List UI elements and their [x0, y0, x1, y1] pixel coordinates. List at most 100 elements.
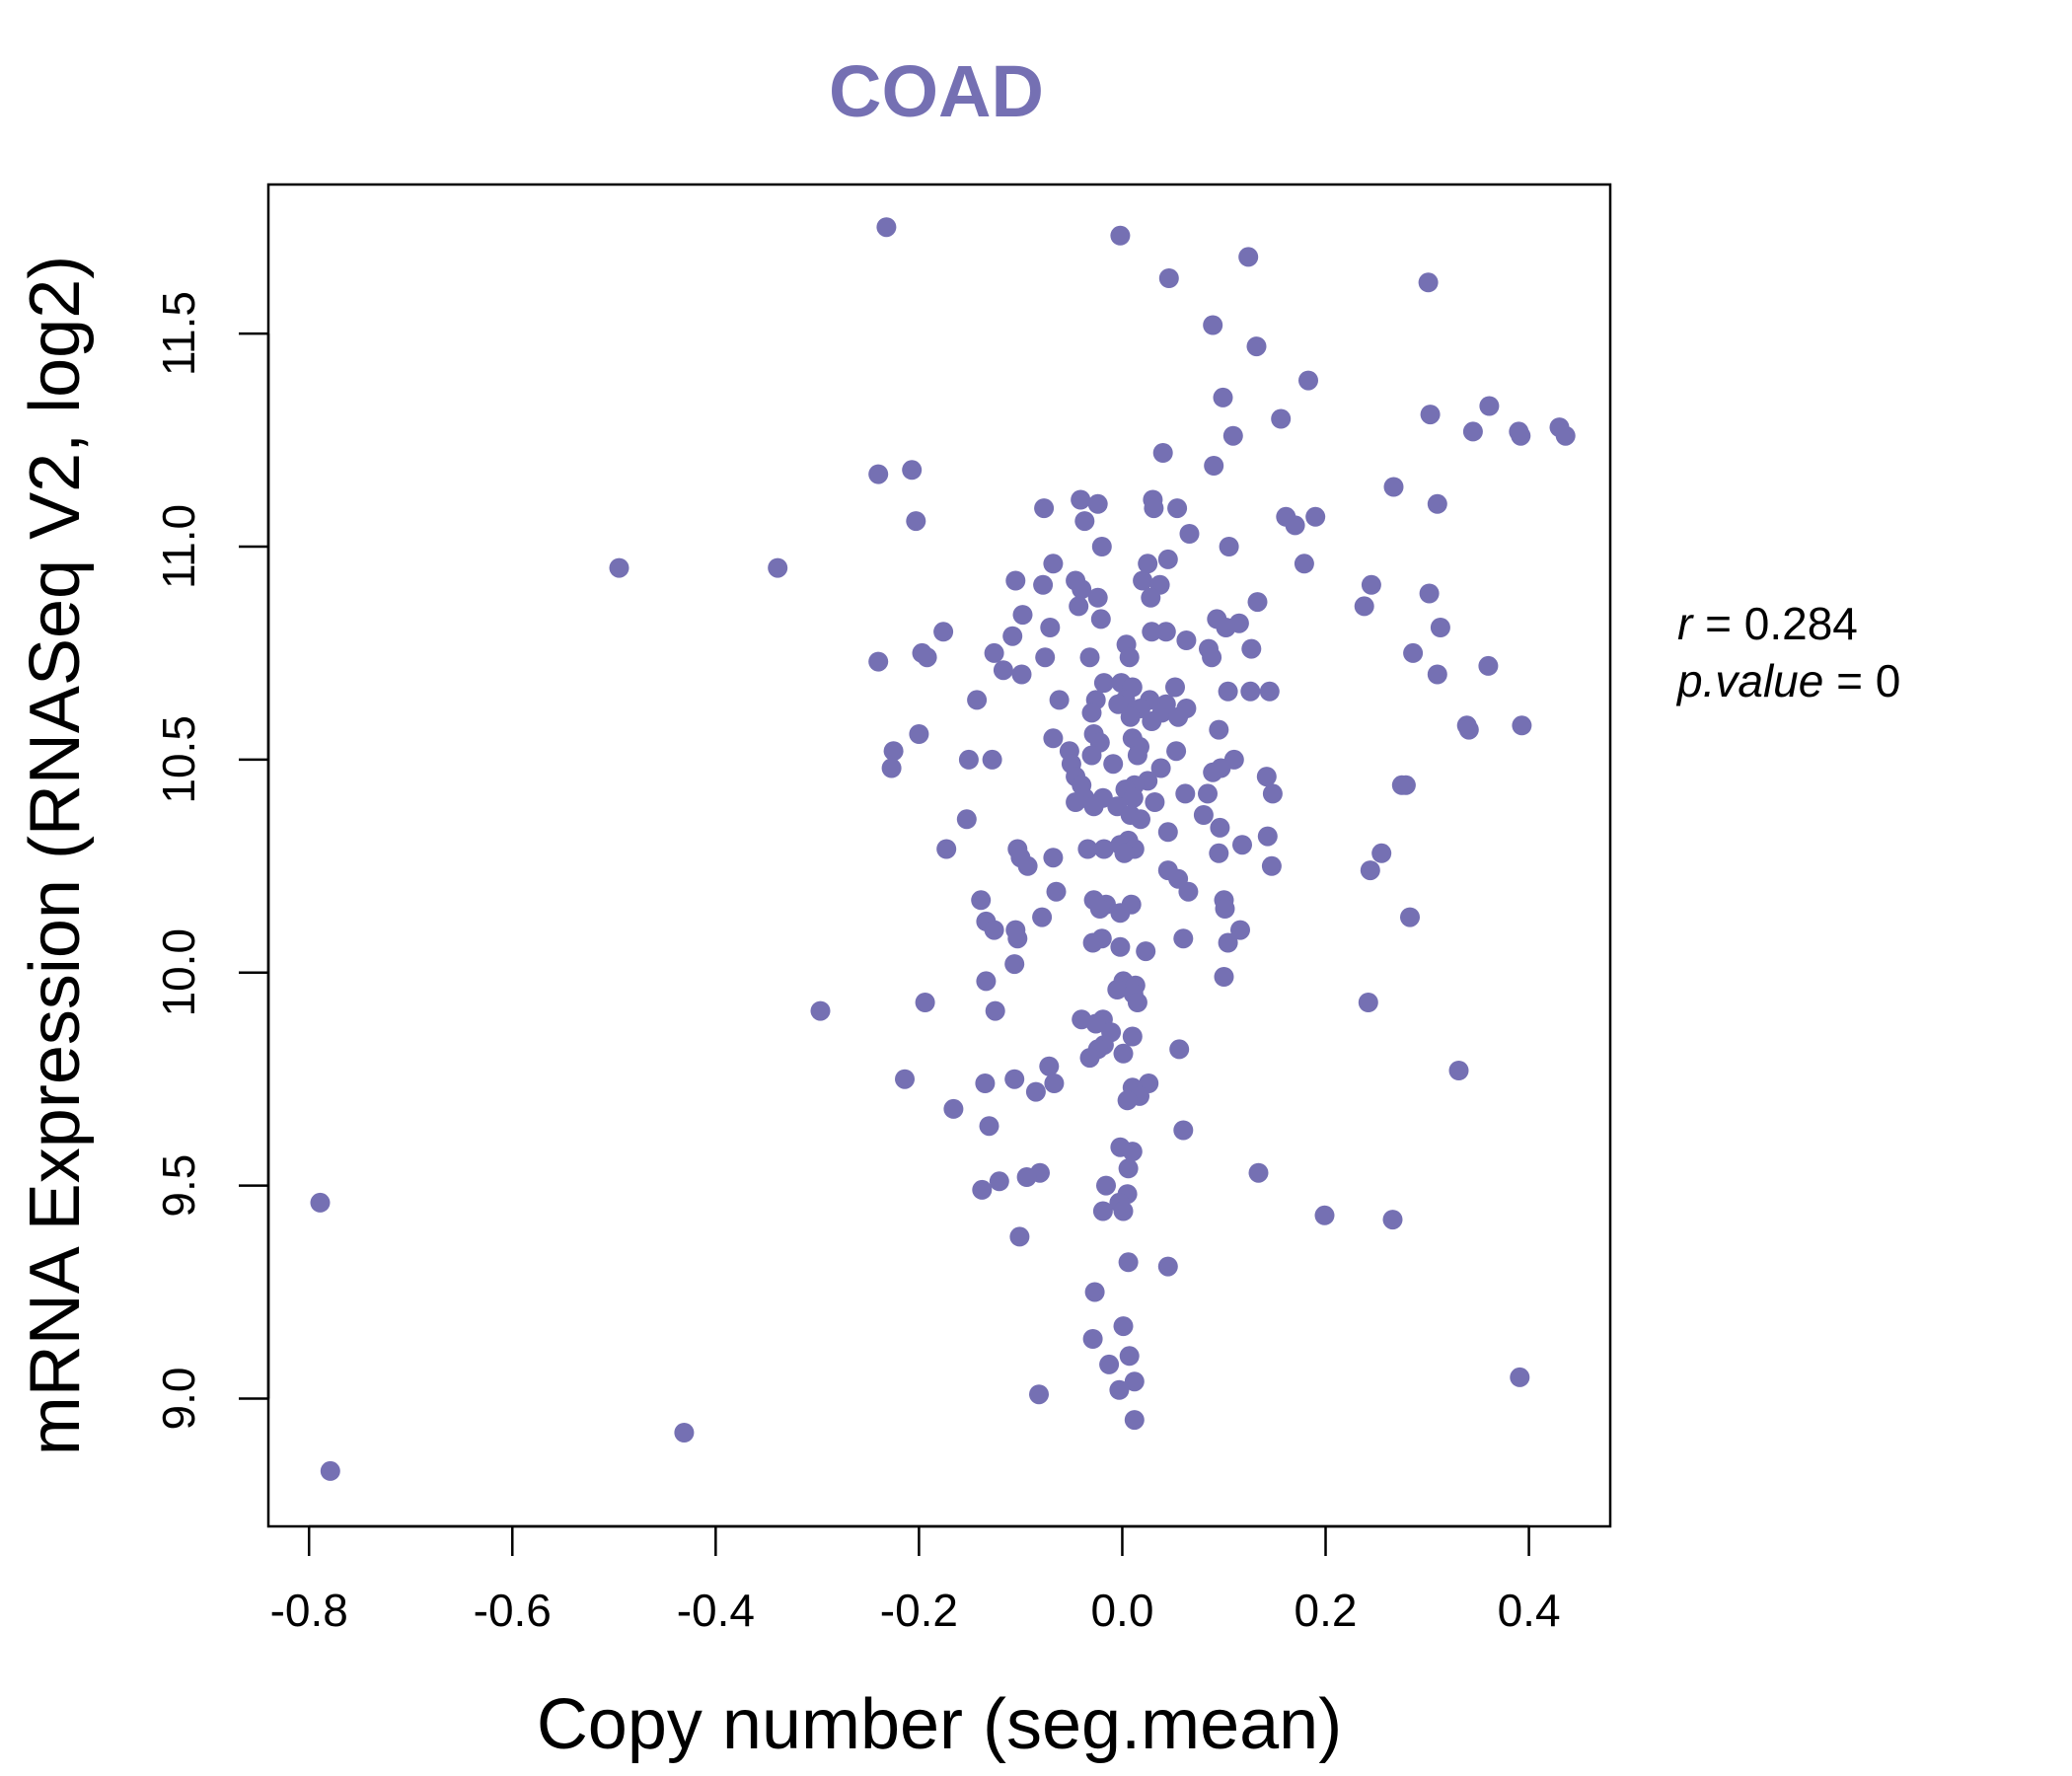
- data-point-113: [1043, 728, 1064, 749]
- data-point-118: [1166, 741, 1187, 762]
- data-point-67: [1002, 626, 1023, 646]
- data-point-168: [1017, 855, 1038, 876]
- data-point-71: [1241, 638, 1262, 659]
- data-point-23: [1383, 477, 1404, 497]
- data-point-188: [1230, 920, 1250, 940]
- data-point-125: [1103, 754, 1124, 775]
- data-point-250: [1157, 1256, 1178, 1277]
- data-point-223: [975, 1073, 996, 1093]
- data-point-222: [1044, 1073, 1065, 1093]
- data-point-42: [1157, 549, 1178, 569]
- data-point-198: [1214, 967, 1234, 987]
- y-axis: 9.0 9.5 10.0 10.5 11.0 11.5: [153, 291, 270, 1430]
- data-point-259: [1029, 1384, 1049, 1405]
- data-point-234: [1118, 1158, 1139, 1179]
- data-point-76: [1035, 647, 1056, 668]
- data-point-107: [1512, 715, 1532, 736]
- data-point-44: [1005, 570, 1026, 591]
- data-point-190: [1173, 928, 1194, 949]
- data-point-4: [1418, 272, 1439, 293]
- data-point-195: [1136, 941, 1156, 962]
- p-value-stat: p.value = 0: [1675, 655, 1900, 706]
- correlation-stat: r = 0.284: [1677, 598, 1858, 649]
- data-point-240: [972, 1179, 993, 1200]
- data-point-229: [943, 1098, 964, 1119]
- data-point-238: [989, 1171, 1009, 1192]
- y-tick-label-5: 11.5: [153, 291, 204, 376]
- data-point-55: [1354, 596, 1374, 617]
- data-point-56: [1069, 596, 1089, 617]
- data-point-258: [1109, 1379, 1130, 1400]
- data-point-17: [1222, 425, 1243, 446]
- data-point-77: [1079, 647, 1100, 668]
- data-point-255: [1099, 1354, 1120, 1374]
- data-point-109: [1209, 719, 1229, 740]
- data-point-85: [1093, 673, 1114, 694]
- data-point-48: [1133, 570, 1153, 591]
- data-point-159: [1077, 839, 1098, 859]
- data-point-16: [1511, 425, 1531, 446]
- data-point-175: [971, 890, 992, 911]
- data-point-50: [1361, 574, 1381, 595]
- data-point-89: [1218, 681, 1238, 702]
- data-point-215: [1169, 1039, 1190, 1060]
- data-point-151: [1131, 809, 1150, 830]
- data-point-136: [1395, 775, 1416, 795]
- data-point-205: [1358, 993, 1378, 1012]
- data-point-36: [1091, 537, 1112, 556]
- p-value: 0: [1876, 655, 1901, 706]
- data-point-83: [1011, 664, 1032, 685]
- data-point-65: [1142, 622, 1162, 642]
- data-point-251: [1084, 1282, 1105, 1302]
- data-point-192: [1218, 932, 1238, 953]
- x-tick-label-5: 0.2: [1295, 1585, 1358, 1636]
- data-point-196: [1004, 954, 1025, 975]
- data-point-146: [1083, 796, 1104, 817]
- data-point-40: [768, 557, 788, 578]
- data-point-78: [1119, 647, 1140, 668]
- data-point-157: [1232, 835, 1252, 855]
- data-point-110: [909, 724, 929, 744]
- data-point-145: [1066, 792, 1086, 812]
- data-point-18: [1152, 443, 1173, 463]
- data-point-93: [1049, 690, 1070, 710]
- data-point-15: [1555, 425, 1576, 446]
- y-tick-label-3: 10.5: [153, 715, 204, 804]
- data-point-92: [967, 690, 988, 710]
- x-tick-label-2: -0.4: [677, 1585, 755, 1636]
- data-point-158: [936, 839, 957, 859]
- data-point-139: [1198, 783, 1218, 804]
- y-axis-label: mRNA Expression (RNASeq V2, log2): [16, 256, 95, 1455]
- data-point-7: [1298, 370, 1318, 391]
- data-point-186: [984, 920, 1004, 940]
- data-point-1: [1110, 225, 1131, 246]
- data-point-34: [1285, 515, 1305, 536]
- data-point-91: [1259, 681, 1280, 702]
- data-point-154: [1257, 826, 1278, 847]
- data-point-51: [1419, 583, 1440, 604]
- data-point-217: [1113, 1043, 1134, 1064]
- data-point-79: [1202, 647, 1222, 668]
- data-point-64: [933, 622, 954, 642]
- data-point-226: [1025, 1081, 1046, 1102]
- data-point-193: [1082, 932, 1103, 953]
- data-point-129: [1203, 762, 1223, 782]
- data-point-10: [1420, 405, 1441, 425]
- r-symbol: r: [1677, 598, 1694, 649]
- data-point-180: [1215, 899, 1235, 919]
- data-point-47: [1072, 579, 1092, 600]
- data-point-43: [1043, 554, 1064, 574]
- data-point-30: [1087, 493, 1108, 514]
- data-point-204: [1127, 993, 1147, 1012]
- data-point-253: [1082, 1329, 1103, 1349]
- data-point-28: [1071, 489, 1091, 510]
- data-point-80: [868, 651, 889, 672]
- data-point-183: [1032, 907, 1053, 927]
- data-point-153: [1157, 822, 1178, 843]
- data-point-219: [1448, 1061, 1469, 1080]
- data-point-243: [310, 1192, 331, 1213]
- data-point-235: [1248, 1162, 1269, 1183]
- data-point-101: [1081, 703, 1102, 723]
- data-point-81: [1478, 655, 1499, 676]
- data-point-203: [915, 993, 935, 1012]
